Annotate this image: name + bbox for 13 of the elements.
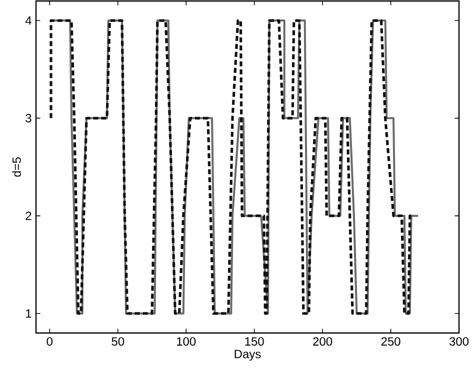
- x-tick-label: 50: [112, 337, 124, 346]
- x-tick-label: 100: [176, 337, 196, 346]
- x-tick-label: 150: [245, 337, 264, 346]
- x-tick-label: 0: [46, 337, 53, 346]
- y-tick-label: 1: [26, 309, 32, 318]
- y-tick-label: 2: [26, 212, 32, 220]
- y-tick-label: 3: [26, 114, 32, 122]
- x-tick-label: 200: [313, 337, 332, 346]
- y-tick-label: 4: [25, 16, 32, 25]
- y-axis-title: d=5: [12, 157, 21, 177]
- x-tick-label: 250: [381, 337, 400, 346]
- x-axis-title: Days: [234, 350, 261, 361]
- x-tick-label: 300: [449, 337, 469, 346]
